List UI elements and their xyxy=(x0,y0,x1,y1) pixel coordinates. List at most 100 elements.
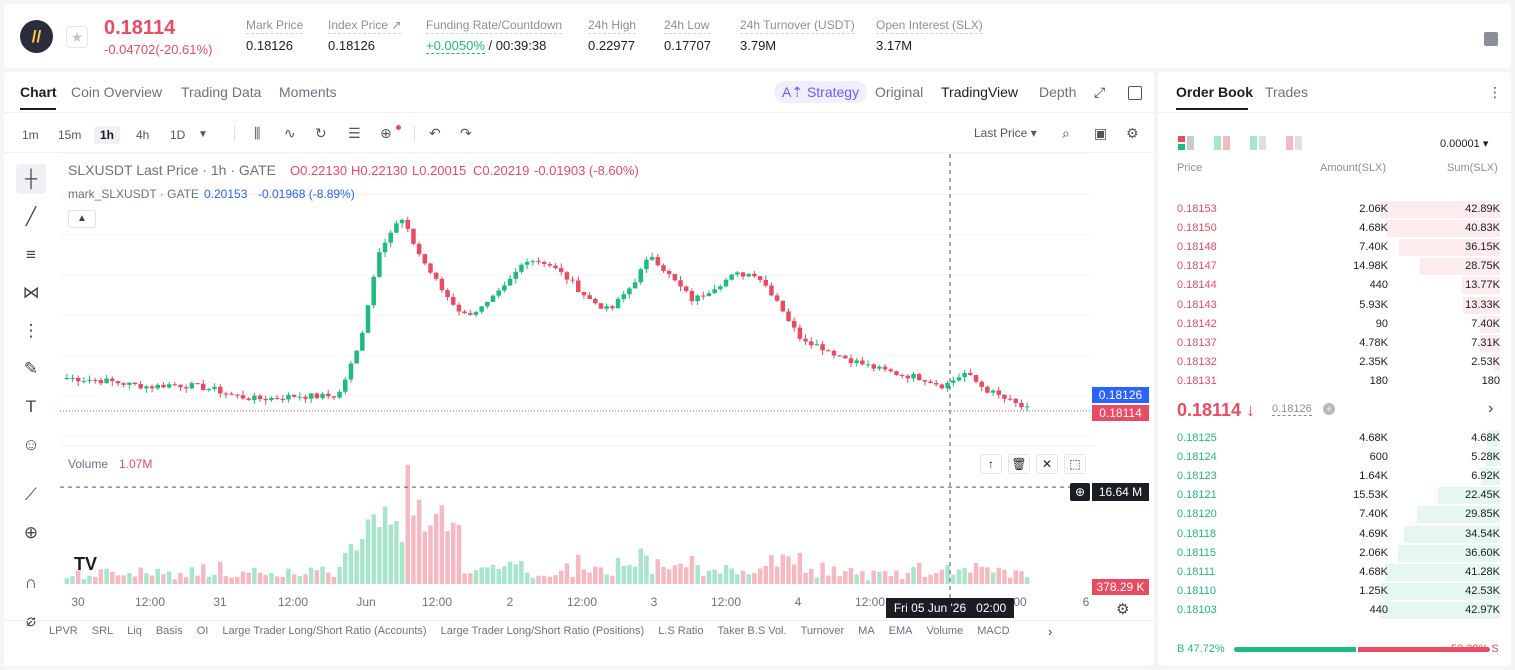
chevron-right-icon[interactable]: › xyxy=(1048,624,1053,639)
expand-icon[interactable]: ⤢ xyxy=(1094,84,1106,100)
favorite-star-icon[interactable]: ★ xyxy=(66,26,88,48)
tab-moments[interactable]: Moments xyxy=(279,84,337,100)
indicators-icon[interactable]: ∿ xyxy=(284,125,296,141)
indicator-item[interactable]: LPVR xyxy=(49,625,78,637)
more-options-icon[interactable]: ⋮ xyxy=(1488,84,1502,100)
bid-row[interactable]: 0.18125 4.68K 4.68K xyxy=(1158,429,1511,448)
indicator-item[interactable]: Liq xyxy=(127,625,142,637)
maximize-pane-icon[interactable]: ⬚ xyxy=(1064,454,1086,474)
bid-row[interactable]: 0.18118 4.69K 34.54K xyxy=(1158,525,1511,544)
timeframe-dropdown-icon[interactable]: ▼ xyxy=(198,129,208,140)
brush-tool-icon[interactable]: ✎ xyxy=(23,359,39,378)
crosshair-time-tag: Fri 05 Jun '26 02:00 xyxy=(886,598,1014,618)
candle-type-icon[interactable]: ⫼ xyxy=(254,125,261,141)
view-depth[interactable]: Depth xyxy=(1039,84,1077,100)
horizontal-lines-tool-icon[interactable]: ≡ xyxy=(26,245,36,264)
tab-trading-data[interactable]: Trading Data xyxy=(181,84,262,100)
book-icon[interactable] xyxy=(1484,32,1498,46)
view-both-icon[interactable] xyxy=(1178,136,1194,150)
bid-row[interactable]: 0.18120 7.40K 29.85K xyxy=(1158,505,1511,524)
magnet-tool-icon[interactable]: ∩ xyxy=(24,573,38,592)
chevron-right-icon[interactable]: › xyxy=(1488,400,1494,417)
row-price: 0.18111 xyxy=(1177,565,1216,578)
text-tool-icon[interactable]: T xyxy=(25,397,37,416)
indicator-item[interactable]: SRL xyxy=(91,625,114,637)
search-icon[interactable]: ⌕ xyxy=(1062,125,1070,141)
ask-row[interactable]: 0.18148 7.40K 36.15K xyxy=(1158,238,1511,257)
collapse-pane-icon[interactable]: ✕ xyxy=(1036,454,1058,474)
lock-tool-icon[interactable]: ⌀ xyxy=(16,606,46,636)
tab-chart[interactable]: Chart xyxy=(20,84,57,100)
camera-icon[interactable]: ▣ xyxy=(1094,125,1108,141)
tab-order-book[interactable]: Order Book xyxy=(1176,84,1254,100)
view-split-icon[interactable] xyxy=(1214,136,1230,150)
stat-index-price[interactable]: Index Price ↗ 0.18126 xyxy=(328,18,402,53)
indicator-item[interactable]: Large Trader Long/Short Ratio (Positions… xyxy=(440,625,645,637)
tab-trades[interactable]: Trades xyxy=(1265,84,1309,100)
indicator-item[interactable]: Volume xyxy=(926,625,964,637)
indicator-item[interactable]: Basis xyxy=(155,625,183,637)
indicator-item[interactable]: MA xyxy=(858,625,875,637)
crosshair-tool-icon[interactable]: ┼ xyxy=(16,164,46,194)
row-price: 0.18118 xyxy=(1177,527,1216,540)
view-tradingview[interactable]: TradingView xyxy=(941,84,1019,100)
indicator-item[interactable]: OI xyxy=(196,625,209,637)
collapse-legend-icon[interactable]: ▲ xyxy=(68,210,96,228)
settings-axis-icon[interactable]: ⚙ xyxy=(1116,601,1130,618)
add-icon[interactable]: ⊕ xyxy=(380,125,392,141)
replay-icon[interactable]: ↻ xyxy=(315,125,327,141)
tab-coin-overview[interactable]: Coin Overview xyxy=(71,84,163,100)
view-asks-icon[interactable] xyxy=(1286,136,1302,150)
ask-row[interactable]: 0.18144 440 13.77K xyxy=(1158,276,1511,295)
indicator-item[interactable]: Taker B.S Vol. xyxy=(717,625,787,637)
price-chart[interactable]: 0.500000.450000.400000.350000.300000.250… xyxy=(60,154,1096,666)
zoom-tool-icon[interactable]: ⊕ xyxy=(23,523,39,542)
indicator-item[interactable]: L.S Ratio xyxy=(658,625,704,637)
view-original[interactable]: Original xyxy=(875,84,924,100)
bid-row[interactable]: 0.18110 1.25K 42.53K xyxy=(1158,582,1511,601)
move-up-icon[interactable]: ↑ xyxy=(980,454,1002,474)
strategy-button[interactable]: A⇡ Strategy xyxy=(774,81,868,103)
timeframe-1d[interactable]: 1D xyxy=(170,128,186,142)
add-alert-icon[interactable]: ⊕ xyxy=(1070,483,1090,501)
price-type-select[interactable]: Last Price ▾ xyxy=(974,126,1037,140)
indicator-item[interactable]: EMA xyxy=(888,625,913,637)
bid-row[interactable]: 0.18115 2.06K 36.60K xyxy=(1158,544,1511,563)
undo-icon[interactable]: ↶ xyxy=(429,125,441,141)
bid-row[interactable]: 0.18123 1.64K 6.92K xyxy=(1158,467,1511,486)
ask-row[interactable]: 0.18150 4.68K 40.83K xyxy=(1158,219,1511,238)
candle-body xyxy=(865,364,871,366)
row-sum: 41.28K xyxy=(1465,565,1500,578)
timeframe-15m[interactable]: 15m xyxy=(58,128,82,142)
bid-row[interactable]: 0.18103 440 42.97K xyxy=(1158,601,1511,620)
trendline-tool-icon[interactable]: ╱ xyxy=(25,207,37,226)
templates-icon[interactable]: ☰ xyxy=(348,125,361,141)
precision-select[interactable]: 0.00001 ▾ xyxy=(1440,138,1489,150)
view-bids-icon[interactable] xyxy=(1250,136,1266,150)
ruler-tool-icon[interactable]: ⟋ xyxy=(25,485,37,504)
indicator-item[interactable]: MACD xyxy=(977,625,1010,637)
ask-row[interactable]: 0.18142 90 7.40K xyxy=(1158,315,1511,334)
ask-row[interactable]: 0.18153 2.06K 42.89K xyxy=(1158,200,1511,219)
bid-row[interactable]: 0.18124 600 5.28K xyxy=(1158,448,1511,467)
delete-icon[interactable]: 🗑 xyxy=(1008,454,1030,474)
indicator-item[interactable]: Large Trader Long/Short Ratio (Accounts) xyxy=(222,625,427,637)
timeframe-1m[interactable]: 1m xyxy=(22,128,39,142)
timeframe-1h[interactable]: 1h xyxy=(94,126,121,144)
redo-icon[interactable]: ↷ xyxy=(460,125,472,141)
timeframe-4h[interactable]: 4h xyxy=(136,128,150,142)
ask-row[interactable]: 0.18147 14.98K 28.75K xyxy=(1158,257,1511,276)
emoji-tool-icon[interactable]: ☺ xyxy=(22,435,40,454)
indicator-item[interactable]: Turnover xyxy=(800,625,845,637)
ask-row[interactable]: 0.18131 180 180 xyxy=(1158,372,1511,391)
gear-icon[interactable]: ⚙ xyxy=(1126,125,1139,141)
window-icon[interactable] xyxy=(1128,86,1142,100)
ask-row[interactable]: 0.18132 2.35K 2.53K xyxy=(1158,353,1511,372)
bid-row[interactable]: 0.18111 4.68K 41.28K xyxy=(1158,563,1511,582)
bid-row[interactable]: 0.18121 15.53K 22.45K xyxy=(1158,486,1511,505)
fib-tool-icon[interactable]: ⋮ xyxy=(22,321,40,340)
volume-bar xyxy=(615,557,621,584)
pattern-tool-icon[interactable]: ⋈ xyxy=(22,283,40,302)
ask-row[interactable]: 0.18143 5.93K 13.33K xyxy=(1158,296,1511,315)
ask-row[interactable]: 0.18137 4.78K 7.31K xyxy=(1158,334,1511,353)
